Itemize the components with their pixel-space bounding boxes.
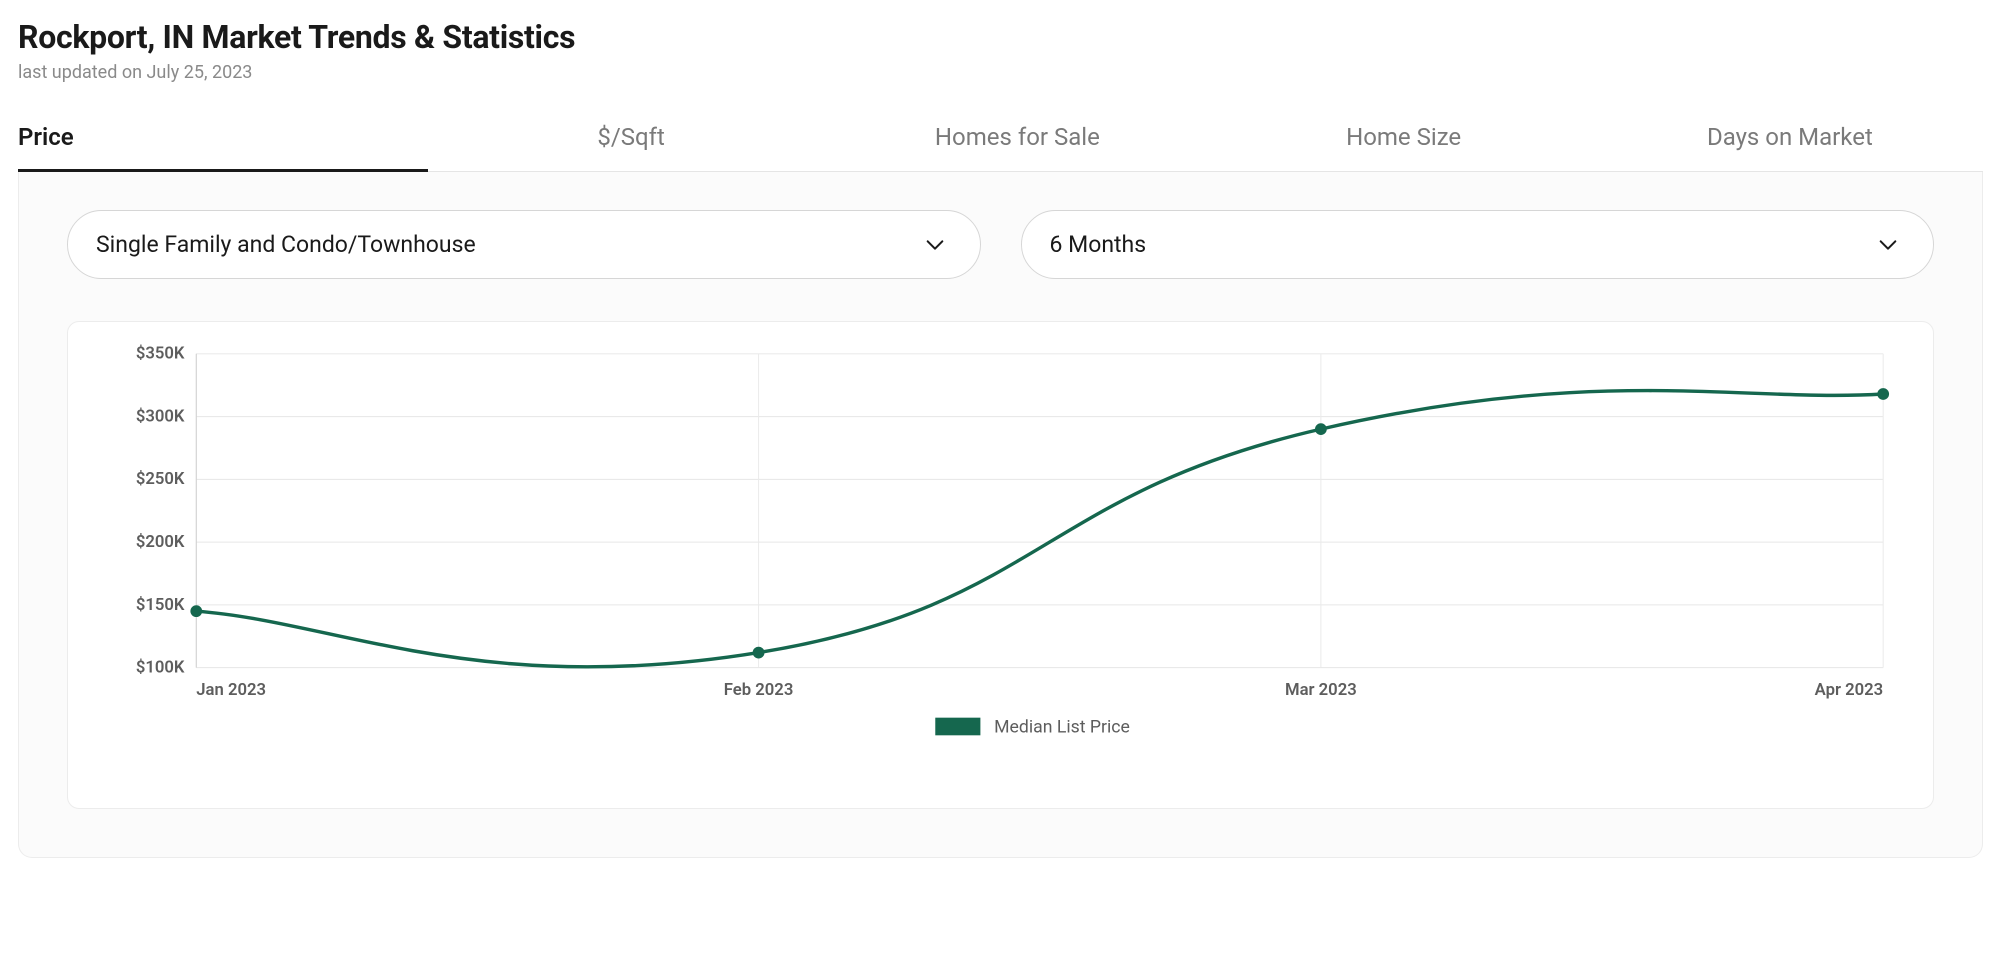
- svg-text:$200K: $200K: [136, 533, 185, 552]
- svg-text:Jan 2023: Jan 2023: [196, 681, 266, 700]
- svg-text:$350K: $350K: [136, 345, 185, 364]
- tab-price[interactable]: Price: [18, 111, 438, 171]
- svg-text:$150K: $150K: [136, 596, 185, 615]
- svg-text:$100K: $100K: [136, 659, 185, 678]
- tab-days-on-market[interactable]: Days on Market: [1597, 111, 1983, 171]
- tab-home-size[interactable]: Home Size: [1211, 111, 1597, 171]
- tab-price-per-sqft[interactable]: $/Sqft: [438, 111, 824, 171]
- chevron-down-icon: [1877, 234, 1899, 256]
- svg-text:$300K: $300K: [136, 407, 185, 426]
- svg-text:Mar 2023: Mar 2023: [1285, 681, 1357, 700]
- time-range-value: 6 Months: [1050, 231, 1147, 258]
- filters-row: Single Family and Condo/Townhouse 6 Mont…: [67, 210, 1934, 279]
- property-type-value: Single Family and Condo/Townhouse: [96, 231, 476, 258]
- svg-text:Feb 2023: Feb 2023: [724, 681, 794, 700]
- page-title: Rockport, IN Market Trends & Statistics: [18, 18, 1983, 56]
- svg-text:Apr 2023: Apr 2023: [1815, 681, 1883, 700]
- svg-text:$250K: $250K: [136, 470, 185, 489]
- svg-text:Median List Price: Median List Price: [994, 717, 1130, 737]
- property-type-select[interactable]: Single Family and Condo/Townhouse: [67, 210, 981, 279]
- tabs-bar: Price $/Sqft Homes for Sale Home Size Da…: [18, 111, 1983, 172]
- tab-homes-for-sale[interactable]: Homes for Sale: [824, 111, 1210, 171]
- time-range-select[interactable]: 6 Months: [1021, 210, 1935, 279]
- last-updated-text: last updated on July 25, 2023: [18, 62, 1983, 83]
- chevron-down-icon: [924, 234, 946, 256]
- tab-panel: Single Family and Condo/Townhouse 6 Mont…: [18, 172, 1983, 858]
- median-price-line-chart: $100K $150K $200K $250K $300K $350K Jan 2023 Fe…: [108, 344, 1893, 776]
- chart-card: $100K $150K $200K $250K $300K $350K Jan 2023 Fe…: [67, 321, 1934, 809]
